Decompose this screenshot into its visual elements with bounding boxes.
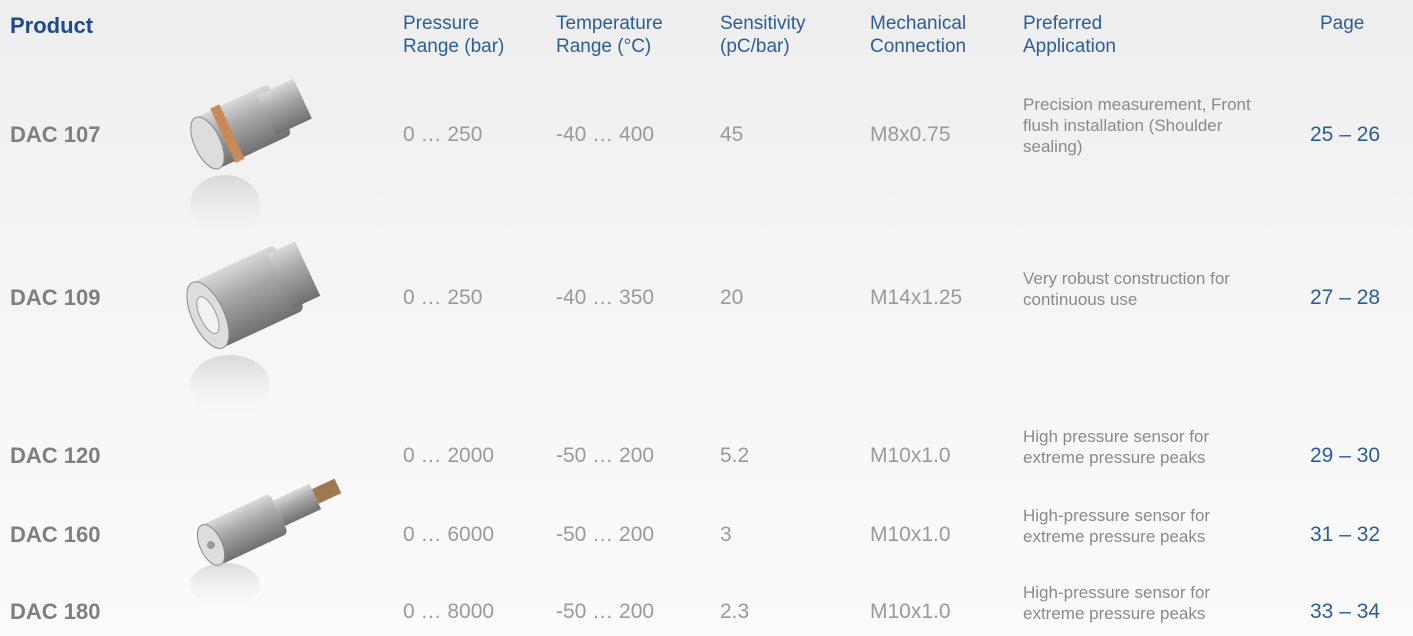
product-name: DAC 160 [10, 522, 101, 547]
page-number: 25 – 26 [1310, 123, 1381, 146]
sensor-image [186, 241, 321, 349]
page-number: 29 – 30 [1310, 444, 1381, 467]
cell-value: 45 [720, 123, 744, 146]
column-header: Range (bar) [403, 36, 505, 57]
cell-value: 0 … 250 [403, 286, 483, 309]
column-header: (pC/bar) [720, 36, 790, 57]
page-number: 33 – 34 [1310, 600, 1381, 623]
column-header: Temperature [556, 13, 663, 34]
application-line: flush installation (Shoulder [1023, 116, 1223, 135]
column-header: Page [1320, 13, 1365, 34]
column-header: Preferred [1023, 13, 1103, 34]
cell-value: M10x1.0 [870, 444, 951, 467]
sensor-image [190, 78, 312, 170]
cell-value: 0 … 2000 [403, 444, 495, 467]
reflection [190, 175, 260, 235]
column-header: Sensitivity [720, 13, 806, 34]
product-name: DAC 109 [10, 285, 101, 310]
cell-value: 2.3 [720, 600, 750, 623]
application-line: extreme pressure peaks [1023, 447, 1206, 467]
application-line: High-pressure sensor for [1023, 582, 1211, 602]
product-name: DAC 120 [10, 443, 101, 468]
product-name: DAC 107 [10, 122, 101, 147]
reflection [190, 563, 260, 607]
application-line: Precision measurement, Front [1023, 95, 1251, 114]
cell-value: 0 … 6000 [403, 523, 495, 546]
column-header: Pressure [403, 13, 480, 34]
cell-value: -50 … 200 [556, 523, 655, 546]
application-line: sealing) [1023, 137, 1083, 156]
column-header: Mechanical [870, 13, 967, 34]
cell-value: M14x1.25 [870, 286, 963, 309]
cell-value: -40 … 400 [556, 123, 655, 146]
page-number: 31 – 32 [1310, 523, 1381, 546]
column-header: Application [1023, 36, 1116, 57]
column-header: Range (°C) [556, 36, 652, 57]
application-line: extreme pressure peaks [1023, 526, 1206, 546]
sensor-image [196, 478, 342, 567]
application-line: Very robust construction for [1023, 268, 1230, 288]
cell-value: 0 … 250 [403, 123, 483, 146]
cell-value: 5.2 [720, 444, 750, 467]
application-line: High-pressure sensor for [1023, 505, 1211, 525]
cell-value: M10x1.0 [870, 600, 951, 623]
column-header: Connection [870, 36, 967, 57]
cell-value: 20 [720, 286, 744, 309]
cell-value: 0 … 8000 [403, 600, 495, 623]
cell-value: 3 [720, 523, 732, 546]
product-name: DAC 180 [10, 599, 101, 624]
cell-value: -50 … 200 [556, 444, 655, 467]
product-header: Product [10, 13, 94, 38]
cell-value: M10x1.0 [870, 523, 951, 546]
cell-value: -40 … 350 [556, 286, 655, 309]
page-number: 27 – 28 [1310, 286, 1381, 309]
reflection [190, 355, 270, 415]
application-line: continuous use [1023, 289, 1138, 309]
application-line: extreme pressure peaks [1023, 603, 1206, 623]
cell-value: M8x0.75 [870, 123, 951, 146]
cell-value: -50 … 200 [556, 600, 655, 623]
application-line: High pressure sensor for [1023, 426, 1210, 446]
